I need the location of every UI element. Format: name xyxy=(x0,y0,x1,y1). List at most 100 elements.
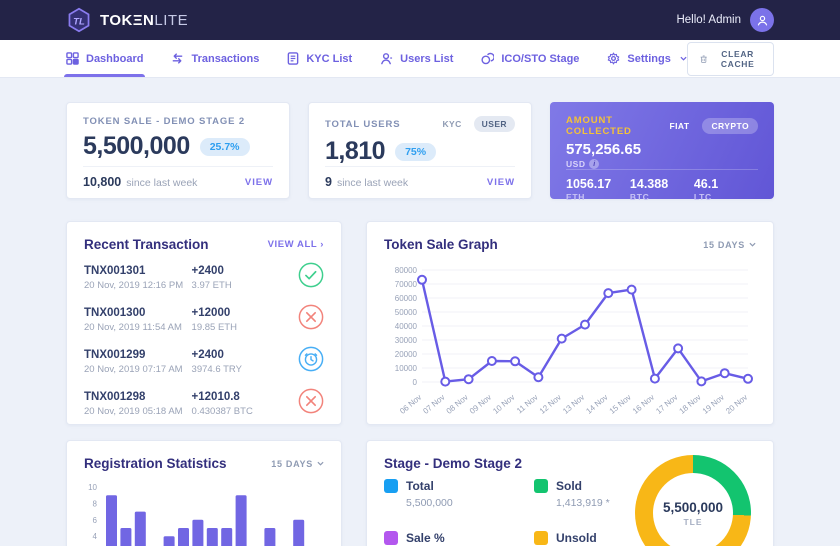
transaction-id: TNX001301 xyxy=(84,264,146,277)
svg-text:10 Nov: 10 Nov xyxy=(491,393,516,416)
legend-swatch xyxy=(384,479,398,493)
donut-ring: 5,500,000 TLE xyxy=(635,455,751,546)
coin-value: 46.1 xyxy=(693,177,719,191)
token-sale-card: TOKEN SALE - DEMO STAGE 2 5,500,000 25.7… xyxy=(66,102,290,199)
view-all-link[interactable]: VIEW ALL › xyxy=(267,239,324,250)
line-chart-period-dropdown[interactable]: 15 DAYS xyxy=(703,240,756,250)
status-rejected-icon xyxy=(298,304,324,335)
svg-text:17 Nov: 17 Nov xyxy=(654,393,679,416)
total-users-card: TOTAL USERS KYC USER 1,810 75% 9 since l… xyxy=(308,102,532,199)
clear-cache-button[interactable]: CLEAR CACHE xyxy=(686,41,774,76)
coin-label: LTC xyxy=(693,192,712,202)
transaction-row[interactable]: TNX001298 20 Nov, 2019 05:18 AM +12010.8 0.… xyxy=(84,388,324,419)
nav-item-transactions[interactable]: Transactions xyxy=(171,40,259,77)
info-icon[interactable]: i xyxy=(589,159,600,169)
transaction-row[interactable]: TNX001299 20 Nov, 2019 07:17 AM +2400 3974.… xyxy=(84,346,324,377)
coin-label: ETH xyxy=(566,192,586,202)
donut-center-value: 5,500,000 xyxy=(662,499,724,515)
nav-item-ico-sto-stage[interactable]: ICO/STO Stage xyxy=(481,40,579,77)
total-users-value: 1,810 xyxy=(325,137,386,165)
transaction-amounts: +12000 19.85 ETH xyxy=(192,307,294,333)
token-sale-line-chart: 0 10000 20000 30000 40000 50000 60000 70000 8000… xyxy=(384,262,756,423)
token-sale-pct-badge: 25.7% xyxy=(199,137,250,156)
donut-center: 5,500,000 TLE xyxy=(653,473,733,546)
nav-item-settings[interactable]: Settings xyxy=(607,40,687,77)
transaction-info: TNX001301 20 Nov, 2019 12:16 PM xyxy=(84,265,192,291)
transaction-amounts: +2400 3.97 ETH xyxy=(192,265,294,291)
token-sale-view-link[interactable]: VIEW xyxy=(244,176,273,188)
transaction-amounts: +2400 3974.6 TRY xyxy=(192,349,294,375)
svg-text:0: 0 xyxy=(413,378,418,387)
coin-label: BTC xyxy=(629,192,650,202)
toggle-crypto[interactable]: CRYPTO xyxy=(702,118,758,134)
ico-sto-icon xyxy=(481,52,495,65)
dashboard-icon xyxy=(66,52,79,65)
legend-item-sale-: Sale %25.7% Sold xyxy=(384,531,534,546)
transaction-amount: +2400 xyxy=(191,348,224,361)
transaction-row[interactable]: TNX001301 20 Nov, 2019 12:16 PM +2400 3.97 … xyxy=(84,262,324,293)
registration-statistics-panel: Registration Statistics 15 DAYS 108642 xyxy=(66,440,342,546)
nav-item-kyc-list[interactable]: KYC List xyxy=(287,40,352,77)
user-greeting: Hello! Admin xyxy=(676,14,741,26)
legend-item-unsold: Unsold4,086,082 xyxy=(534,531,684,546)
svg-text:60000: 60000 xyxy=(395,294,418,303)
transaction-value: 19.85 ETH xyxy=(191,321,237,333)
svg-text:12 Nov: 12 Nov xyxy=(538,393,563,416)
transaction-amount: +12000 xyxy=(191,306,231,319)
legend-swatch xyxy=(534,479,548,493)
users-list-icon xyxy=(380,52,393,65)
stage-donut-chart: 5,500,000 TLE xyxy=(635,455,751,546)
token-sale-graph-panel: Token Sale Graph 15 DAYS 0 10000 20000 3000… xyxy=(366,221,774,425)
svg-text:08 Nov: 08 Nov xyxy=(445,393,470,416)
brand-wordmark: TOKΞNLITE xyxy=(100,11,189,29)
transaction-value: 3.97 ETH xyxy=(191,279,232,291)
nav-item-dashboard[interactable]: Dashboard xyxy=(63,40,146,77)
svg-text:20 Nov: 20 Nov xyxy=(724,393,749,416)
coin-value: 14.388 xyxy=(629,177,669,191)
status-approved-icon xyxy=(298,262,324,293)
main-navbar: Dashboard Transactions KYC List Users List I… xyxy=(0,40,840,78)
transactions-icon xyxy=(171,52,184,65)
nav-item-label: Dashboard xyxy=(86,52,144,65)
status-pending-icon xyxy=(298,346,324,377)
settings-icon xyxy=(607,52,620,65)
svg-text:50000: 50000 xyxy=(395,308,418,317)
svg-text:09 Nov: 09 Nov xyxy=(468,393,493,416)
nav-item-label: Settings xyxy=(627,52,671,65)
kyc-user-toggle: KYC USER xyxy=(434,116,515,132)
chevron-down-icon xyxy=(317,461,324,466)
svg-text:16 Nov: 16 Nov xyxy=(631,393,656,416)
legend-label: Sale % xyxy=(406,531,445,545)
toggle-user[interactable]: USER xyxy=(473,116,515,132)
amount-collected-title: AMOUNT COLLECTED xyxy=(566,115,632,137)
nav-item-users-list[interactable]: Users List xyxy=(380,40,453,77)
svg-text:40000: 40000 xyxy=(395,322,418,331)
total-users-delta: 9 xyxy=(325,175,332,189)
transaction-date: 20 Nov, 2019 11:54 AM xyxy=(84,321,182,333)
legend-swatch xyxy=(384,531,398,545)
trash-icon xyxy=(700,55,707,63)
transaction-info: TNX001299 20 Nov, 2019 07:17 AM xyxy=(84,349,192,375)
svg-text:13 Nov: 13 Nov xyxy=(561,393,586,416)
transactions-list: TNX001301 20 Nov, 2019 12:16 PM +2400 3.97 … xyxy=(84,262,324,419)
status-rejected-icon xyxy=(298,388,324,419)
svg-text:18 Nov: 18 Nov xyxy=(678,393,703,416)
token-sale-delta-caption: since last week xyxy=(126,177,198,189)
transaction-id: TNX001300 xyxy=(84,306,146,319)
toggle-kyc[interactable]: KYC xyxy=(442,119,462,129)
total-users-delta-caption: since last week xyxy=(336,177,409,189)
total-users-view-link[interactable]: VIEW xyxy=(486,176,515,188)
nav-item-label: Users List xyxy=(400,52,454,65)
toggle-fiat[interactable]: FIAT xyxy=(669,121,690,131)
donut-center-label: TLE xyxy=(683,516,703,527)
coin-eth: 1056.17 ETH xyxy=(566,177,630,202)
transaction-row[interactable]: TNX001300 20 Nov, 2019 11:54 AM +12000 19.8… xyxy=(84,304,324,335)
transaction-info: TNX001300 20 Nov, 2019 11:54 AM xyxy=(84,307,192,333)
user-avatar[interactable] xyxy=(750,8,774,32)
transaction-date: 20 Nov, 2019 05:18 AM xyxy=(84,405,183,417)
bar-chart-period-dropdown[interactable]: 15 DAYS xyxy=(271,459,324,469)
svg-text:70000: 70000 xyxy=(395,280,418,289)
legend-value: 5,500,000 xyxy=(406,497,453,509)
transaction-amount: +12010.8 xyxy=(191,390,240,403)
brand-logo[interactable]: TL TOKΞNLITE xyxy=(66,7,188,33)
